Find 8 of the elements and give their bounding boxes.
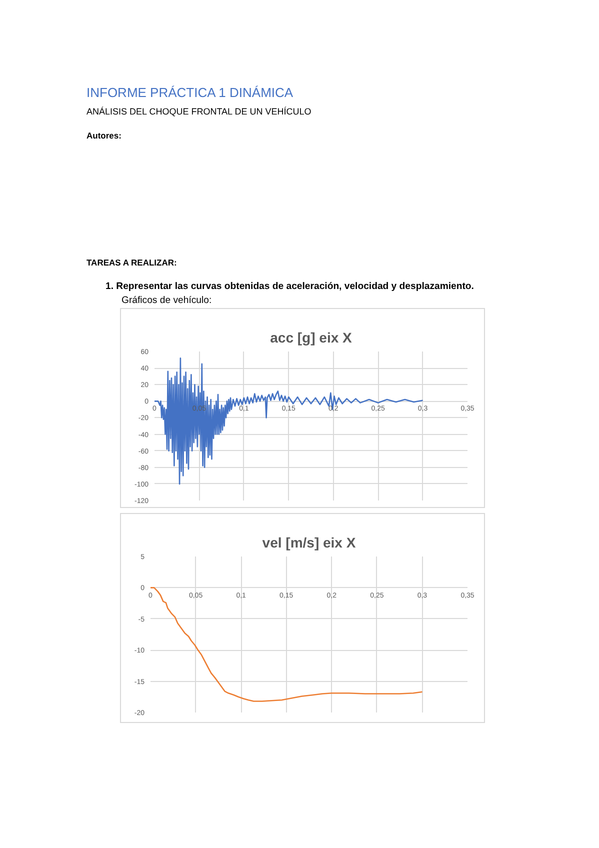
chart-title: vel [m/s] eix X xyxy=(262,534,356,550)
chart-title: acc [g] eix X xyxy=(270,330,353,346)
text: INFORME PRÁCTICA 1 DINÁMICA xyxy=(86,85,294,100)
text: Autores: xyxy=(86,130,122,140)
text: 1. Representar las curvas obtenidas de aceleración, velocidad y desplazamiento. xyxy=(106,281,474,292)
text: TAREAS A REALIZAR: xyxy=(86,258,178,268)
text: ANÁLISIS DEL CHOQUE FRONTAL DE UN VEHÍCULO xyxy=(86,106,312,116)
text: Gráficos de vehículo: xyxy=(122,295,212,306)
